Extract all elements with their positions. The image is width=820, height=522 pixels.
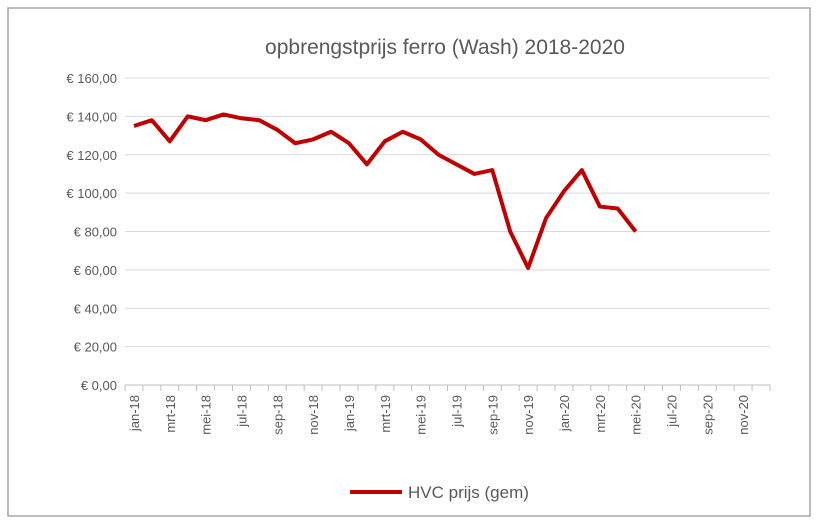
y-tick-label: € 60,00 [74,263,117,278]
x-tick-label: jul-20 [664,395,679,428]
chart-title: opbrengstprijs ferro (Wash) 2018-2020 [265,36,625,59]
x-tick-label: jul-18 [234,395,249,428]
y-tick-label: € 140,00 [66,109,117,124]
y-tick-label: € 120,00 [66,148,117,163]
y-tick-label: € 100,00 [66,186,117,201]
legend-label: HVC prijs (gem) [408,483,529,502]
y-tick-label: € 80,00 [74,225,117,240]
y-tick-label: € 40,00 [74,301,117,316]
y-tick-label: € 0,00 [81,378,117,393]
y-tick-label: € 160,00 [66,71,117,86]
x-tick-label: nov-20 [736,395,751,435]
x-tick-label: jul-19 [449,395,464,428]
x-tick-label: mei-20 [629,395,644,435]
x-tick-label: sep-19 [485,395,500,435]
x-tick-label: jan-19 [342,395,357,432]
x-tick-label: mrt-20 [593,395,608,433]
x-tick-label: nov-18 [306,395,321,435]
y-tick-label: € 20,00 [74,340,117,355]
x-tick-label: mrt-18 [163,395,178,433]
line-series [133,112,638,270]
x-tick-label: mei-19 [414,395,429,435]
x-tick-label: nov-19 [521,395,536,435]
x-tick-label: jan-18 [127,395,142,432]
x-tick-label: mrt-19 [378,395,393,433]
x-tick-label: jan-20 [557,395,572,432]
x-tick-label: sep-20 [700,395,715,435]
x-tick-label: mei-18 [199,395,214,435]
chart-border [7,7,811,517]
x-tick-label: sep-18 [270,395,285,435]
